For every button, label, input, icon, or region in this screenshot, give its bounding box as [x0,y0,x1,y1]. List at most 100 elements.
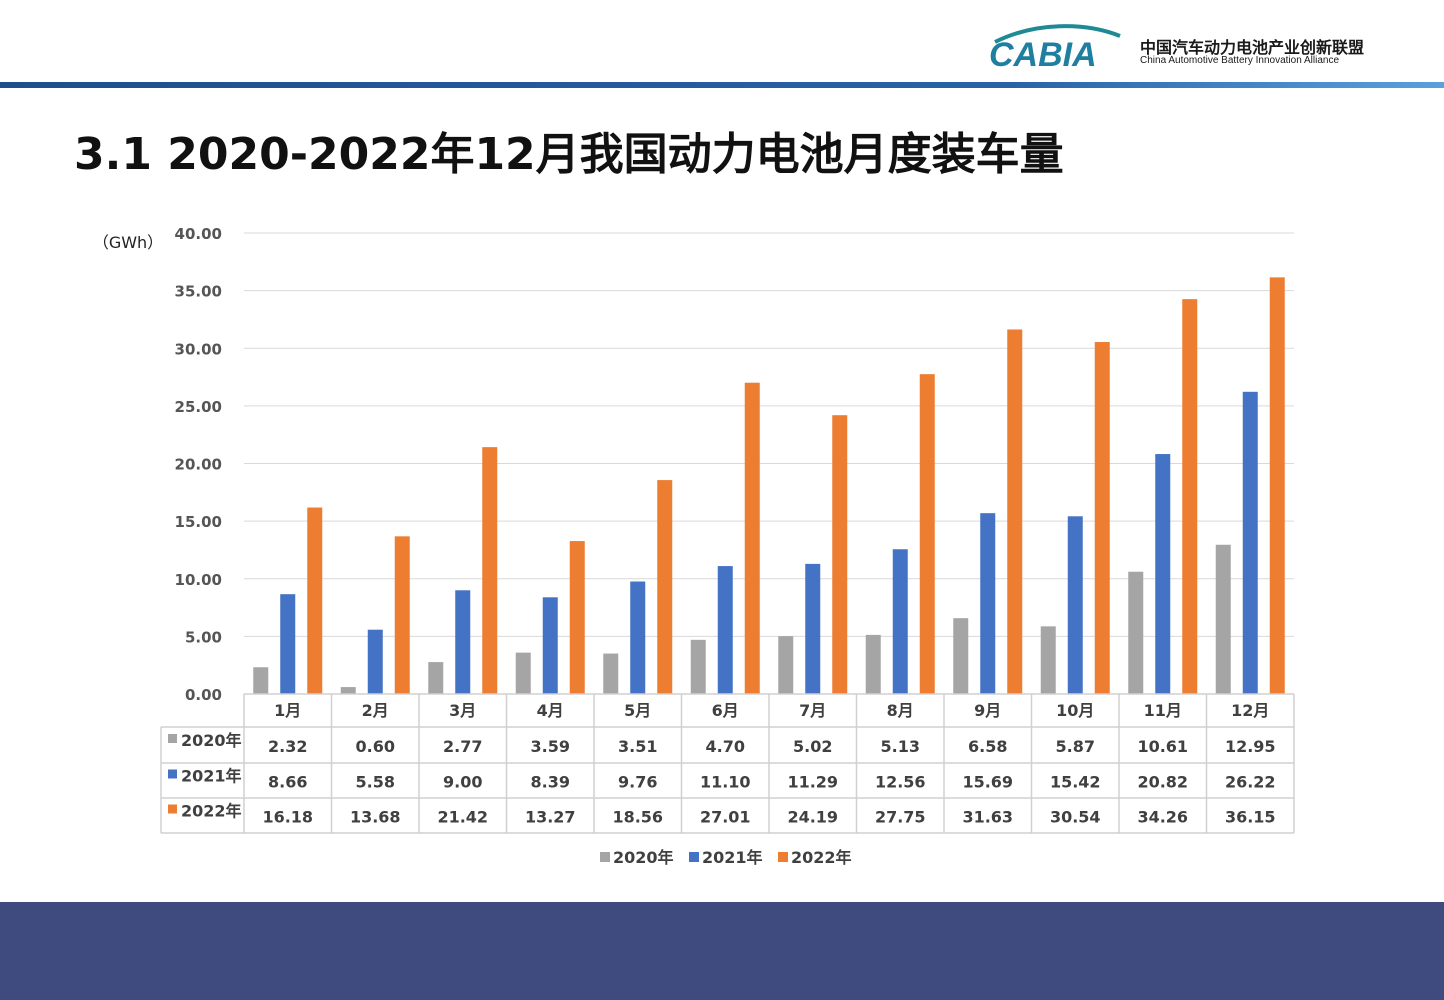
series-row-label: 2020年 [181,731,242,750]
org-name-cn: 中国汽车动力电池产业创新联盟 [1140,38,1365,57]
y-tick-label: 5.00 [185,628,222,646]
cabia-logo-icon: CABIA [989,24,1121,74]
category-label: 12月 [1231,701,1269,720]
data-label: 27.75 [875,808,926,827]
data-label: 13.68 [350,808,401,827]
data-label: 5.02 [793,737,832,756]
category-label: 10月 [1056,701,1094,720]
bar-2021年 [280,594,296,694]
legend: 2020年 2021年 2022年 [600,848,852,867]
bar-2020年 [778,636,794,694]
bar-2022年 [1269,277,1285,694]
y-tick-label: 15.00 [175,513,222,531]
series-row-label: 2021年 [181,767,242,786]
data-label: 3.59 [531,737,570,756]
legend-key-2021年 [168,769,177,779]
category-label: 5月 [624,701,651,720]
bar-2020年 [515,652,531,694]
bars [253,277,1285,694]
bar-2021年 [630,581,646,694]
data-label: 26.22 [1225,773,1276,792]
y-axis-ticks: 0.00 5.00 10.00 15.00 20.00 25.00 30.00 35.00 40… [175,225,222,704]
data-label: 5.87 [1056,737,1095,756]
legend-label: 2020年 [613,848,674,867]
data-label: 27.01 [700,808,751,827]
bar-2020年 [953,618,969,694]
y-tick-label: 30.00 [175,340,222,358]
bar-2022年 [394,536,410,694]
bar-2022年 [1094,342,1110,694]
data-label: 21.42 [437,808,488,827]
category-label: 4月 [537,701,564,720]
bar-2021年 [367,629,383,694]
legend-label: 2021年 [702,848,763,867]
data-label: 4.70 [706,737,745,756]
data-label: 0.60 [356,737,395,756]
bar-2021年 [1067,516,1083,694]
bar-2022年 [657,480,673,694]
y-tick-label: 20.00 [175,456,222,474]
data-label: 10.61 [1137,737,1188,756]
bar-2021年 [542,597,558,694]
bar-2022年 [1007,329,1023,694]
bar-2020年 [253,667,269,694]
bar-2021年 [1155,454,1171,694]
bar-2022年 [307,507,323,694]
category-label: 6月 [712,701,739,720]
bar-2020年 [1215,544,1231,694]
bar-2022年 [919,374,935,694]
data-label: 12.95 [1225,737,1276,756]
data-label: 11.10 [700,773,751,792]
series-row-label: 2022年 [181,802,242,821]
category-label: 9月 [974,701,1001,720]
data-label: 2.32 [268,737,307,756]
data-label: 15.69 [962,773,1013,792]
bar-2021年 [455,590,471,694]
header-logo: CABIA 中国汽车动力电池产业创新联盟 China Automotive Ba… [985,22,1385,74]
category-label: 11月 [1144,701,1182,720]
data-label: 5.13 [881,737,920,756]
bar-2020年 [428,662,444,694]
data-label: 15.42 [1050,773,1101,792]
data-label: 36.15 [1225,808,1276,827]
bar-2022年 [832,415,848,694]
bar-2022年 [744,382,760,694]
footer-band [0,902,1444,1000]
legend-key-2022年 [168,804,177,814]
data-label: 30.54 [1050,808,1101,827]
bar-2020年 [603,653,619,694]
data-label: 8.66 [268,773,307,792]
category-label: 8月 [887,701,914,720]
y-axis-unit-label: （GWh） [93,233,163,252]
bar-2021年 [1242,391,1258,694]
y-tick-label: 10.00 [175,571,222,589]
bar-2021年 [717,566,733,694]
category-label: 2月 [362,701,389,720]
page-title: 3.1 2020-2022年12月我国动力电池月度装车量 [74,129,1064,180]
org-name-en: China Automotive Battery Innovation Alli… [1140,55,1340,66]
bar-2020年 [690,639,706,694]
data-label: 18.56 [612,808,663,827]
legend-swatch-2022年 [778,852,788,862]
y-tick-label: 35.00 [175,283,222,301]
bar-2022年 [569,541,585,694]
data-label: 13.27 [525,808,576,827]
y-tick-label: 40.00 [175,225,222,243]
category-label: 1月 [274,701,301,720]
bar-2020年 [340,687,356,694]
data-label: 8.39 [531,773,570,792]
data-label: 3.51 [618,737,657,756]
data-label: 6.58 [968,737,1007,756]
legend-key-2020年 [168,734,177,743]
data-label: 9.76 [618,773,657,792]
legend-swatch-2021年 [689,852,699,862]
bar-2022年 [1182,299,1198,694]
y-tick-label: 25.00 [175,398,222,416]
data-table: 1月 2月 3月 4月 5月 6月 7月 8月 9月 10月 11月 12月 2020年 2.32 0.60… [160,693,1295,834]
data-label: 31.63 [962,808,1013,827]
bar-2021年 [980,513,996,694]
legend-swatch-2020年 [600,852,610,862]
y-tick-label: 0.00 [185,686,222,704]
bar-2020年 [1128,571,1144,694]
data-label: 20.82 [1137,773,1188,792]
